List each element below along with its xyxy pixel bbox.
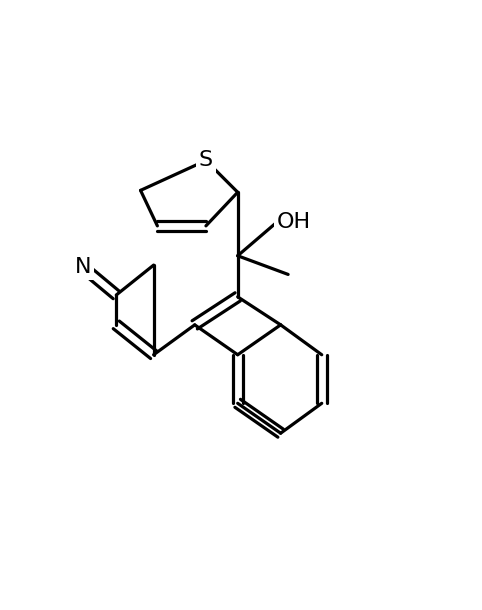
Text: OH: OH: [277, 212, 311, 232]
Text: N: N: [74, 257, 91, 277]
Text: S: S: [199, 151, 213, 171]
